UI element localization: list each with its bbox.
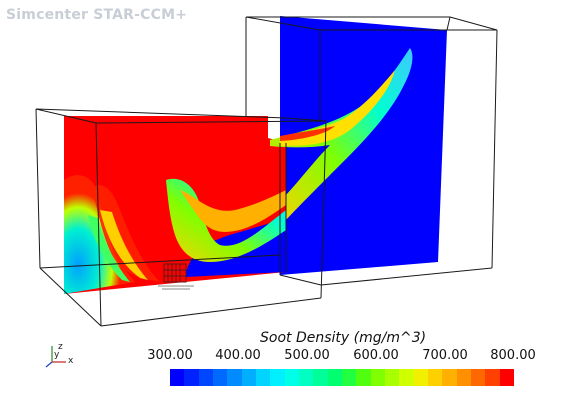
colorbar-swatch [427, 369, 443, 386]
legend-tick-4: 700.00 [422, 348, 468, 363]
colorbar-swatch [413, 369, 428, 386]
colorbar-swatch [442, 369, 457, 386]
legend-ticks: 300.00 400.00 500.00 600.00 700.00 800.0… [147, 348, 548, 366]
colorbar-swatch [284, 369, 299, 386]
legend-colorbar [170, 369, 514, 386]
axis-z-label: z [58, 342, 63, 352]
left-box-outline [35, 108, 327, 327]
colorbar-swatch [212, 369, 228, 386]
axis-x-label: x [68, 356, 74, 366]
colorbar-swatch [170, 369, 185, 386]
left-plane-inner-red [92, 185, 160, 282]
legend-tick-3: 600.00 [353, 348, 399, 363]
colorbar-swatch [399, 369, 414, 386]
colorbar-swatch [341, 369, 357, 386]
legend-tick-5: 800.00 [490, 348, 536, 363]
colorbar-swatch [470, 369, 486, 386]
colorbar-swatch [255, 369, 271, 386]
legend-tick-0: 300.00 [147, 348, 193, 363]
plume-red-core [180, 190, 286, 232]
left-plane-yellow-band [100, 210, 148, 280]
colorbar-swatch [456, 369, 471, 386]
axes-triad: z y x [40, 342, 80, 370]
colorbar-swatch [270, 369, 285, 386]
right-box-outline [245, 16, 498, 286]
axes-triad-icon [45, 346, 66, 368]
burner-grate [158, 263, 194, 290]
colorbar-swatch [313, 369, 328, 386]
legend-tick-1: 400.00 [215, 348, 261, 363]
colorbar-swatch [241, 369, 256, 386]
colorbar-swatch [384, 369, 400, 386]
colorbar-swatch [499, 369, 514, 386]
colorbar-swatch [184, 369, 199, 386]
colorbar-swatch [227, 369, 242, 386]
colorbar-swatch [327, 369, 342, 386]
colorbar-swatch [370, 369, 385, 386]
colorbar-swatch [356, 369, 371, 386]
colorbar-swatch [198, 369, 213, 386]
axis-y-label: y [54, 350, 60, 360]
colorbar-swatch [298, 369, 314, 386]
legend-tick-2: 500.00 [284, 348, 330, 363]
legend-title: Soot Density (mg/m^3) [260, 330, 427, 346]
colorbar-swatch [485, 369, 500, 386]
app-watermark: Simcenter STAR-CCM+ [6, 7, 188, 23]
plume-upper-hot [280, 126, 335, 141]
